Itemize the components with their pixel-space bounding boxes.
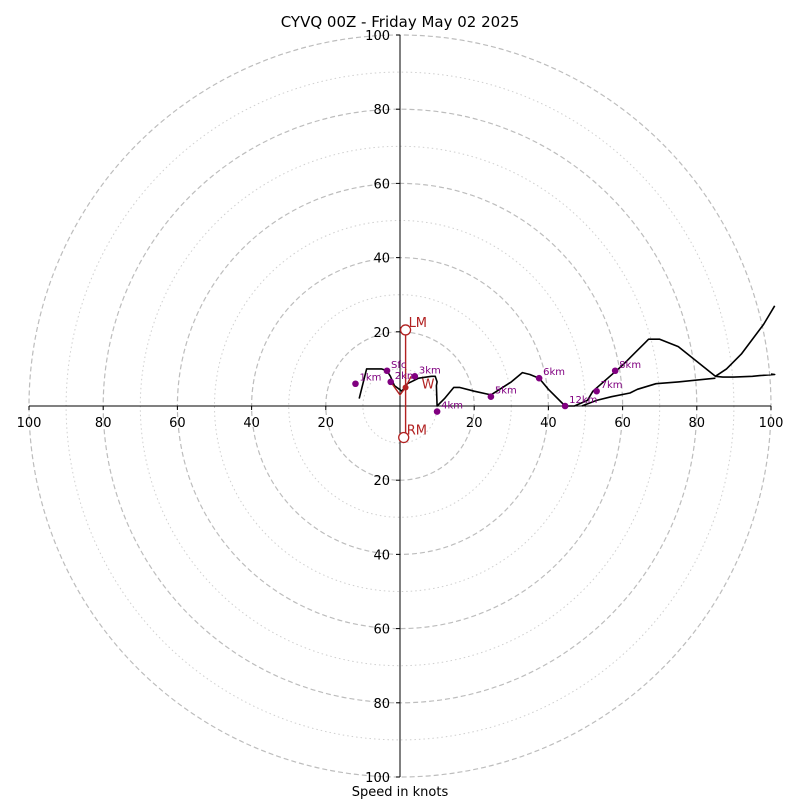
storm-motion-layer: LM RM W xyxy=(390,316,435,444)
storm-motion-label-rm: RM xyxy=(407,424,427,439)
y-tick-label: 40 xyxy=(373,548,390,563)
height-label-3km: 3km xyxy=(419,365,441,376)
mean-wind-label: W xyxy=(422,377,435,392)
height-marker-sfc xyxy=(383,367,391,375)
height-marker-2km xyxy=(387,378,395,386)
x-tick-label: 100 xyxy=(759,416,784,431)
y-tick-label: 20 xyxy=(373,474,390,489)
height-marker-8km xyxy=(611,367,619,375)
height-label-8km: 8km xyxy=(619,360,641,371)
x-tick-label: 80 xyxy=(689,416,706,431)
height-marker-12km xyxy=(561,402,569,410)
y-tick-label: 80 xyxy=(373,103,390,118)
y-tick-label: 100 xyxy=(365,771,390,786)
x-tick-label: 60 xyxy=(169,416,186,431)
height-marker-6km xyxy=(535,374,543,382)
y-tick-label: 80 xyxy=(373,697,390,712)
x-tick-label: 20 xyxy=(318,416,335,431)
hodograph-axes xyxy=(29,35,771,777)
height-label-12km: 12km xyxy=(569,395,597,406)
y-tick-label: 40 xyxy=(373,252,390,267)
y-tick-label: 20 xyxy=(373,326,390,341)
wind-trace-upper xyxy=(715,373,776,378)
height-label-6km: 6km xyxy=(543,367,565,378)
wind-traces xyxy=(358,305,776,407)
y-tick-label: 100 xyxy=(365,29,390,44)
height-label-7km: 7km xyxy=(601,380,623,391)
height-marker-5km xyxy=(487,393,495,401)
chart-title: CYVQ 00Z - Friday May 02 2025 xyxy=(281,13,520,31)
x-tick-label: 40 xyxy=(243,416,260,431)
x-tick-label: 60 xyxy=(614,416,631,431)
height-label-sfc: Sfc xyxy=(391,360,406,371)
tick-labels: 100 80 60 40 20 20 40 60 80 100 100 80 60 40 20 20 40 60 8… xyxy=(17,29,784,786)
x-axis-label: Speed in knots xyxy=(352,785,449,800)
wind-trace xyxy=(358,305,776,407)
x-tick-label: 100 xyxy=(17,416,42,431)
height-marker-4km xyxy=(433,408,441,415)
y-tick-label: 60 xyxy=(373,177,390,192)
height-label-2km: 2km xyxy=(395,371,417,382)
storm-motion-rm xyxy=(398,431,410,444)
x-tick-label: 40 xyxy=(540,416,557,431)
y-tick-label: 60 xyxy=(373,623,390,638)
storm-motion-label-lm: LM xyxy=(409,316,427,331)
mean-wind-point xyxy=(402,384,409,391)
height-marker-7km xyxy=(593,387,600,395)
bunkers-line-1 xyxy=(390,375,412,397)
x-tick-label: 20 xyxy=(466,416,483,431)
height-marker-1km xyxy=(352,380,359,388)
wind-trace-branch xyxy=(581,377,716,407)
height-marker-3km xyxy=(411,373,419,380)
height-label-4km: 4km xyxy=(441,401,463,412)
storm-motion-lm xyxy=(399,324,412,336)
height-label-5km: 5km xyxy=(495,386,517,397)
height-label-1km: 1km xyxy=(359,373,381,384)
x-tick-label: 80 xyxy=(95,416,112,431)
